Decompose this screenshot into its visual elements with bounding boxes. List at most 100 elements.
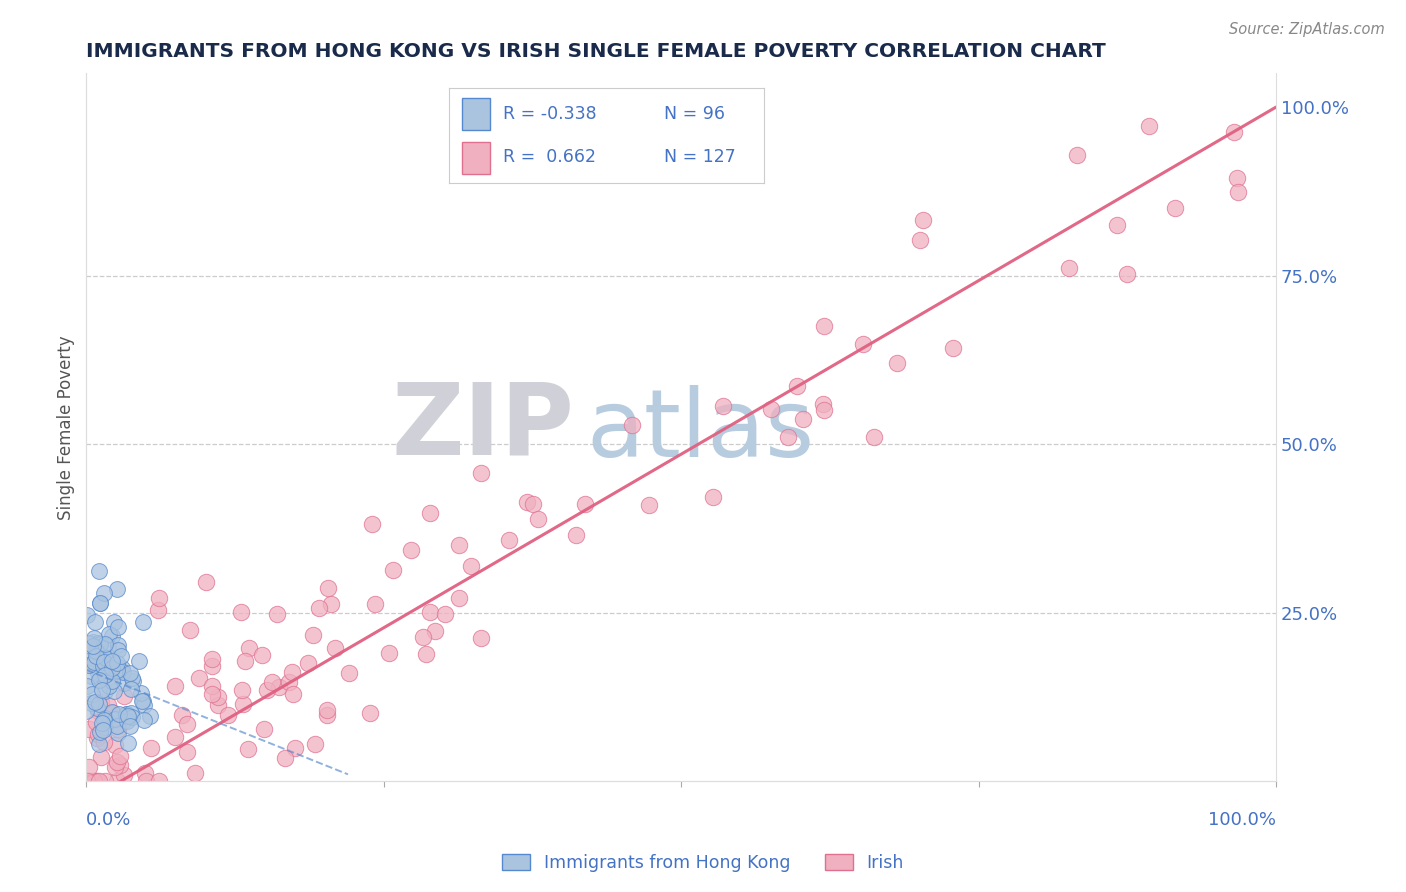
Point — [131, 694, 153, 708]
Point — [148, 603, 170, 617]
Point — [94, 711, 117, 725]
Point — [1164, 201, 1187, 215]
Point — [134, 766, 156, 780]
Point — [337, 665, 360, 680]
Point — [231, 683, 253, 698]
Point — [96, 659, 118, 673]
Point — [460, 559, 482, 574]
Point — [75, 704, 97, 718]
Point — [87, 665, 110, 680]
Point — [89, 672, 111, 686]
Point — [83, 774, 105, 789]
Point — [105, 663, 128, 677]
Point — [316, 703, 339, 717]
Point — [77, 658, 100, 673]
Point — [702, 490, 724, 504]
Point — [76, 607, 98, 622]
Point — [87, 673, 110, 688]
Point — [89, 725, 111, 739]
Point — [93, 586, 115, 600]
Point — [117, 736, 139, 750]
Point — [1057, 260, 1080, 275]
Point — [94, 683, 117, 698]
Point — [260, 675, 283, 690]
Point — [87, 727, 110, 741]
Point — [238, 742, 260, 756]
Point — [110, 758, 132, 772]
Text: ZIP: ZIP — [391, 379, 574, 475]
Point — [93, 658, 115, 673]
Point — [148, 774, 170, 789]
Point — [105, 755, 128, 769]
Point — [232, 698, 254, 712]
Point — [97, 626, 120, 640]
Point — [91, 723, 114, 738]
Point — [128, 654, 150, 668]
Point — [308, 600, 330, 615]
Point — [97, 698, 120, 713]
Point — [323, 641, 346, 656]
Point — [811, 397, 834, 411]
Point — [364, 598, 387, 612]
Point — [80, 696, 103, 710]
Point — [184, 766, 207, 780]
Point — [89, 737, 111, 751]
Point — [201, 658, 224, 673]
Point — [637, 498, 659, 512]
Point — [111, 660, 134, 674]
Point — [115, 706, 138, 721]
Point — [908, 233, 931, 247]
Point — [107, 638, 129, 652]
Point — [229, 606, 252, 620]
Point — [1226, 171, 1249, 186]
Point — [527, 511, 550, 525]
Point — [104, 760, 127, 774]
Point — [107, 664, 129, 678]
Point — [433, 607, 456, 621]
Point — [120, 706, 142, 721]
Point — [90, 750, 112, 764]
Point — [76, 774, 98, 789]
Point — [1115, 267, 1137, 281]
Point — [278, 674, 301, 689]
Point — [79, 668, 101, 682]
Point — [87, 636, 110, 650]
Point — [131, 686, 153, 700]
Point — [77, 760, 100, 774]
Point — [449, 591, 471, 606]
Point — [188, 671, 211, 685]
Point — [170, 708, 193, 723]
Point — [176, 745, 198, 759]
Point — [217, 708, 239, 723]
Point — [121, 671, 143, 685]
Point — [77, 636, 100, 650]
Point — [77, 658, 100, 673]
Point — [132, 714, 155, 728]
Text: IMMIGRANTS FROM HONG KONG VS IRISH SINGLE FEMALE POVERTY CORRELATION CHART: IMMIGRANTS FROM HONG KONG VS IRISH SINGL… — [86, 42, 1107, 61]
Point — [112, 676, 135, 690]
Point — [120, 682, 142, 697]
Point — [522, 497, 544, 511]
Text: Source: ZipAtlas.com: Source: ZipAtlas.com — [1229, 22, 1385, 37]
Point — [274, 751, 297, 765]
Point — [103, 615, 125, 629]
Point — [301, 628, 323, 642]
Point — [111, 714, 134, 728]
Point — [399, 543, 422, 558]
Point — [283, 687, 305, 701]
Point — [176, 716, 198, 731]
Point — [118, 719, 141, 733]
Point — [179, 623, 201, 637]
Point — [83, 657, 105, 671]
Point — [139, 709, 162, 723]
Point — [267, 681, 290, 695]
Point — [792, 412, 814, 426]
Point — [163, 679, 186, 693]
Point — [574, 497, 596, 511]
Point — [98, 666, 121, 681]
Point — [759, 402, 782, 417]
Point — [250, 648, 273, 662]
Point — [89, 774, 111, 789]
Point — [93, 713, 115, 727]
Point — [89, 697, 111, 711]
